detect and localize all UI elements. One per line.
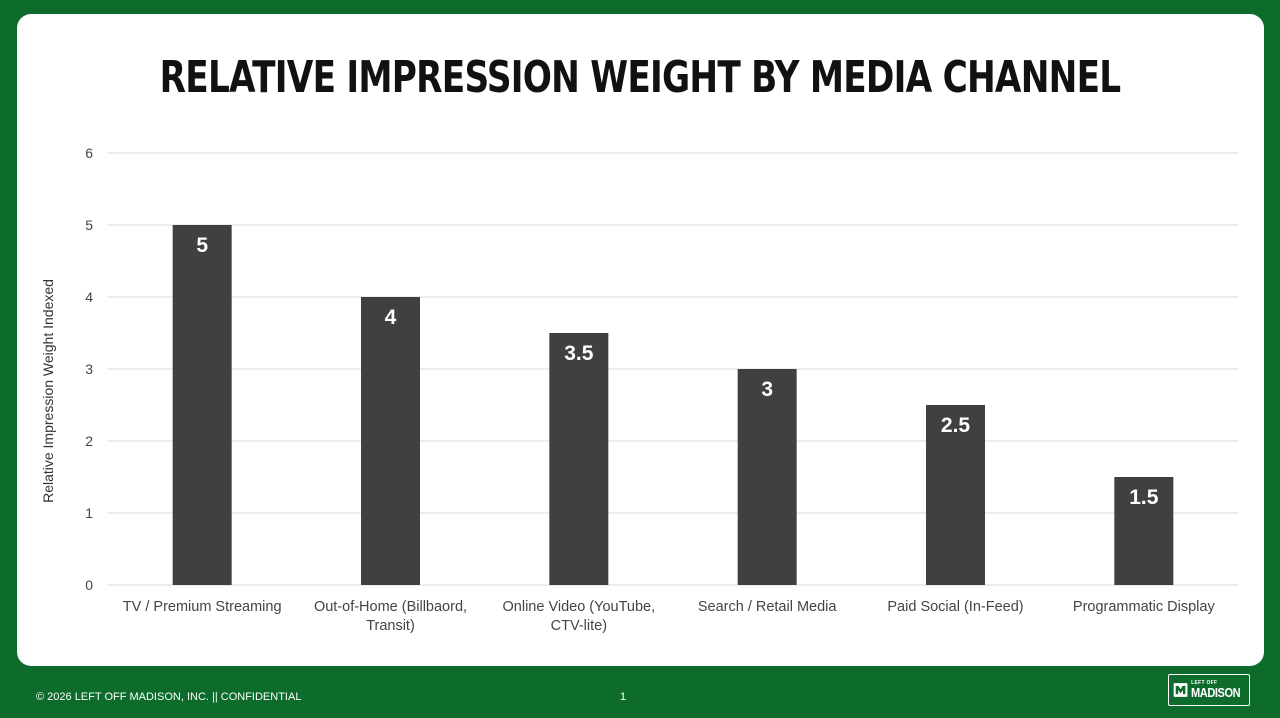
bar — [549, 333, 609, 585]
x-tick-label: Out-of-Home (Billbaord, Transit) — [314, 599, 467, 634]
data-label: 1.5 — [1129, 486, 1159, 509]
x-tick-label: Paid Social (In-Feed) — [887, 599, 1023, 615]
data-label: 3.5 — [564, 342, 594, 365]
chart-title: RELATIVE IMPRESSION WEIGHT BY MEDIA CHAN… — [159, 52, 1121, 103]
logo-mark-icon — [1173, 683, 1188, 697]
logo-top-text: LEFT OFF — [1191, 680, 1218, 686]
y-tick-label: 2 — [85, 433, 93, 449]
bar — [1114, 477, 1174, 585]
y-tick-label: 5 — [85, 217, 93, 233]
bar — [926, 405, 985, 585]
data-label: 2.5 — [941, 414, 971, 437]
x-tick-label: Search / Retail Media — [698, 599, 838, 615]
page-number: 1 — [620, 691, 627, 703]
footer-copyright: © 2026 LEFT OFF MADISON, INC. || CONFIDE… — [36, 691, 302, 703]
data-label: 5 — [196, 234, 208, 257]
data-label: 3 — [761, 378, 773, 401]
y-tick-label: 3 — [85, 361, 93, 377]
bar — [361, 297, 420, 585]
y-tick-label: 0 — [85, 577, 93, 593]
company-logo: LEFT OFF MADISON — [1168, 674, 1250, 706]
bar — [172, 225, 232, 585]
y-tick-label: 4 — [85, 289, 93, 305]
x-tick-label: Programmatic Display — [1073, 599, 1216, 615]
y-tick-label: 6 — [85, 145, 93, 161]
x-tick-label: Online Video (YouTube, CTV-lite) — [503, 599, 656, 634]
logo-main-text: MADISON — [1191, 685, 1241, 700]
data-label: 4 — [385, 306, 397, 329]
y-tick-label: 1 — [85, 505, 93, 521]
x-tick-label: TV / Premium Streaming — [123, 599, 282, 615]
bar — [737, 369, 797, 585]
y-axis-label: Relative Impression Weight Indexed — [40, 279, 56, 503]
